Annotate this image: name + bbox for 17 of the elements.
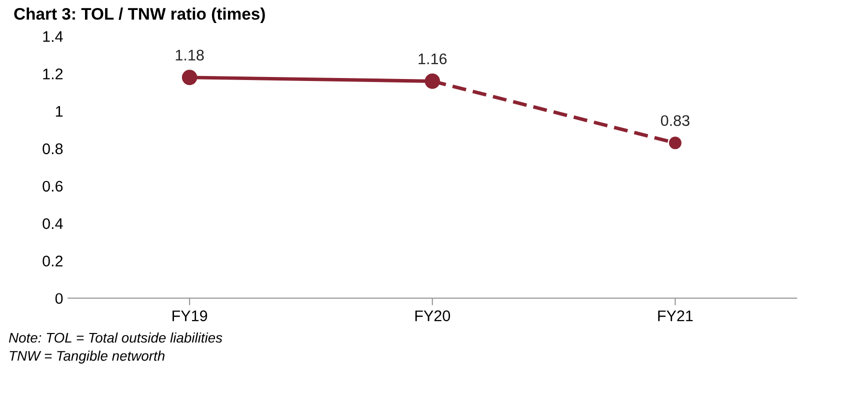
chart-title: Chart 3: TOL / TNW ratio (times) (14, 8, 265, 24)
x-tick-label: FY21 (658, 310, 693, 322)
y-tick-label: 0.8 (42, 143, 63, 154)
y-tick-label: 0 (55, 293, 63, 304)
data-label: 0.83 (660, 115, 690, 126)
x-tick-label: FY20 (415, 310, 450, 322)
text: Note: TOL = Total outside liabilities (8, 332, 222, 343)
data-label: 1.16 (418, 53, 447, 64)
y-tick-label: 0.6 (42, 180, 63, 192)
data-label: 1.18 (176, 50, 204, 61)
y-tick-label: 1.4 (43, 31, 63, 42)
text: TNW = Tangible networth (10, 350, 164, 364)
y-tick-label: 1 (56, 106, 63, 117)
y-tick-label: 0.2 (42, 256, 63, 266)
x-tick-label: FY19 (172, 310, 208, 322)
y-tick-label: 1.2 (43, 68, 63, 80)
y-tick-label: 0.4 (42, 218, 63, 230)
